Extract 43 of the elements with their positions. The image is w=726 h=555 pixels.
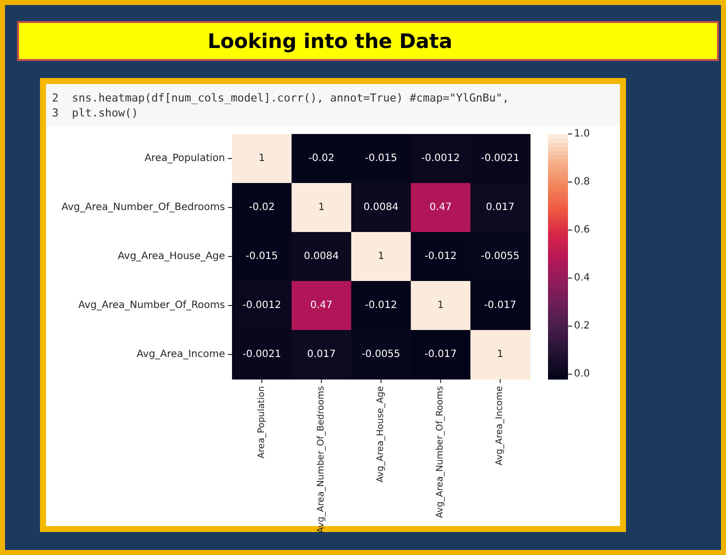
y-tick-label: Avg_Area_House_Age: [118, 251, 225, 262]
x-tick-label: Avg_Area_House_Age: [376, 386, 386, 482]
data-label: -0.017: [484, 300, 516, 311]
data-label: -0.02: [308, 153, 334, 164]
y-tick-label: Avg_Area_Number_Of_Rooms: [78, 300, 225, 311]
data-label: 0.47: [310, 300, 333, 311]
chart-title: Looking into the Data: [208, 29, 452, 53]
color-bar-label: 0.0: [574, 368, 590, 380]
color-bar-label: 0.6: [574, 224, 590, 236]
data-label: -0.0021: [242, 349, 282, 360]
x-tick-label: Avg_Area_Income: [495, 386, 506, 466]
data-label: -0.0055: [480, 251, 520, 262]
text: 2 sns.heatmap(df[num_cols_model].corr(), annot=True) #cmap="YlGnBu",: [52, 92, 509, 104]
y-tick-label: Avg_Area_Number_Of_Bedrooms: [61, 202, 225, 213]
data-label: -0.0012: [421, 153, 460, 164]
data-label: 1: [258, 153, 265, 164]
color-bar-label: 0.4: [574, 272, 590, 284]
data-label: 1: [318, 202, 325, 213]
data-label: 0.017: [307, 349, 336, 360]
color-bar-label: 1.0: [574, 128, 590, 140]
data-label: 1: [378, 251, 384, 262]
data-label: -0.017: [424, 349, 457, 360]
data-label: -0.015: [364, 153, 398, 164]
data-label: -0.0021: [480, 153, 520, 164]
text: 3 plt.show(): [52, 106, 138, 120]
y-tick-label: Area_Population: [144, 153, 225, 164]
data-label: 0.47: [429, 202, 452, 213]
data-label: 1: [437, 300, 444, 311]
data-label: 1: [497, 349, 504, 360]
data-label: 0.0084: [364, 202, 398, 213]
data-label: -0.0055: [362, 349, 400, 360]
color-bar-label: 0.2: [574, 320, 590, 332]
color-bar-label: 0.8: [574, 176, 590, 188]
data-label: -0.012: [424, 251, 457, 262]
data-label: -0.02: [248, 202, 275, 213]
data-label: -0.012: [364, 300, 398, 311]
data-label: -0.015: [246, 251, 278, 262]
data-label: -0.0012: [242, 300, 282, 311]
data-label: 0.017: [486, 202, 515, 213]
y-tick-label: Avg_Area_Income: [136, 349, 225, 360]
data-label: 0.0084: [304, 251, 339, 262]
x-tick-label: Avg_Area_Number_Of_Rooms: [436, 386, 446, 518]
x-tick-label: Avg_Area_Number_Of_Bedrooms: [316, 386, 326, 534]
